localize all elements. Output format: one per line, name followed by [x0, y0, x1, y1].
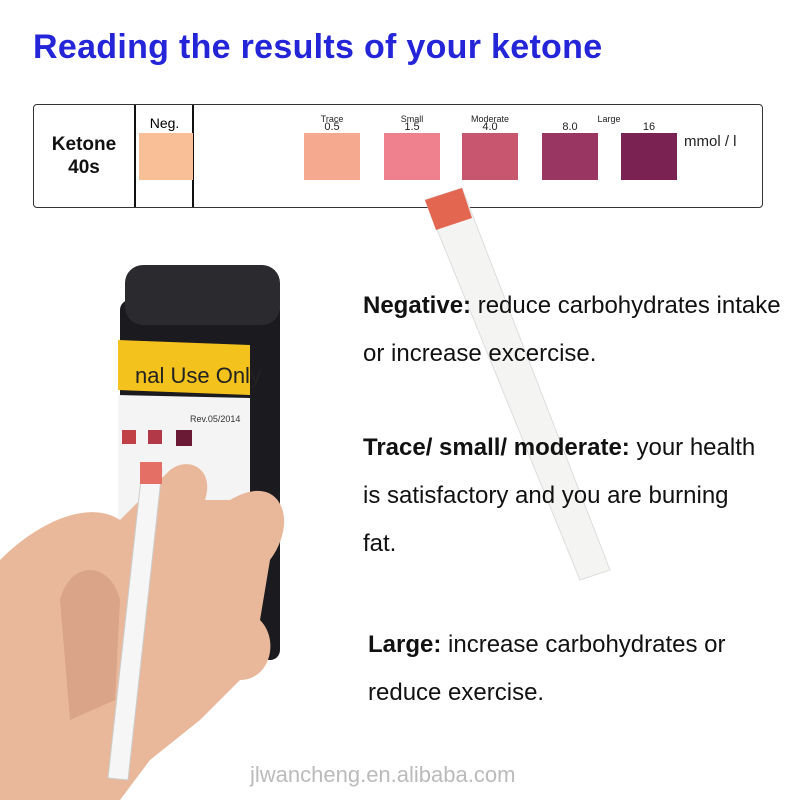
result-heading: Negative: — [363, 292, 472, 319]
level-value: 1.5 — [404, 121, 420, 133]
level-value: 16 — [642, 121, 656, 133]
result-negative: Negative: reduce carbohydrates intake or… — [363, 282, 783, 378]
divider — [134, 105, 136, 207]
result-heading: Large: — [368, 631, 442, 658]
swatch-large-8 — [542, 133, 598, 180]
label-line1: Ketone — [51, 134, 117, 155]
bottle-label-text: nal Use Only — [135, 363, 261, 388]
result-trace-small-moderate: Trace/ small/ moderate: your health is s… — [363, 424, 763, 568]
swatch-small — [384, 133, 440, 180]
result-text: reduce carbohydrates intake or increase … — [363, 292, 781, 367]
bottle-rev-text: Rev.05/2014 — [190, 414, 240, 424]
result-text: your health is satisfactory and you are … — [363, 434, 756, 557]
swatch-large-16 — [621, 133, 677, 180]
watermark: jlwancheng.en.alibaba.com — [250, 762, 516, 787]
level-name: Trace — [320, 114, 344, 124]
page-title: Reading the results of your ketone — [33, 28, 603, 66]
swatch-trace — [304, 133, 360, 180]
result-large: Large: increase carbohydrates or reduce … — [368, 621, 758, 717]
swatch-negative — [139, 133, 193, 180]
neg-label: Neg. — [149, 115, 180, 131]
chart-label: Ketone 40s — [34, 133, 134, 179]
level-value: 8.0 — [562, 121, 578, 133]
divider — [192, 105, 194, 207]
test-strip-right — [424, 187, 611, 581]
level-name: Moderate — [470, 114, 510, 124]
level-value: 0.5 — [324, 121, 340, 133]
unit-label: mmol / l — [684, 133, 737, 150]
swatch-moderate — [462, 133, 518, 180]
result-text: increase carbohydrates or reduce exercis… — [368, 631, 726, 706]
level-value: 4.0 — [482, 121, 498, 133]
level-name: Small — [400, 114, 424, 124]
test-strip-held — [107, 462, 163, 781]
label-line2: 40s — [68, 157, 100, 178]
level-name-large: Large — [597, 114, 621, 124]
result-heading: Trace/ small/ moderate: — [363, 434, 630, 461]
ketone-color-chart: Ketone 40s Neg. Trace Small Moderate Lar… — [33, 104, 763, 208]
